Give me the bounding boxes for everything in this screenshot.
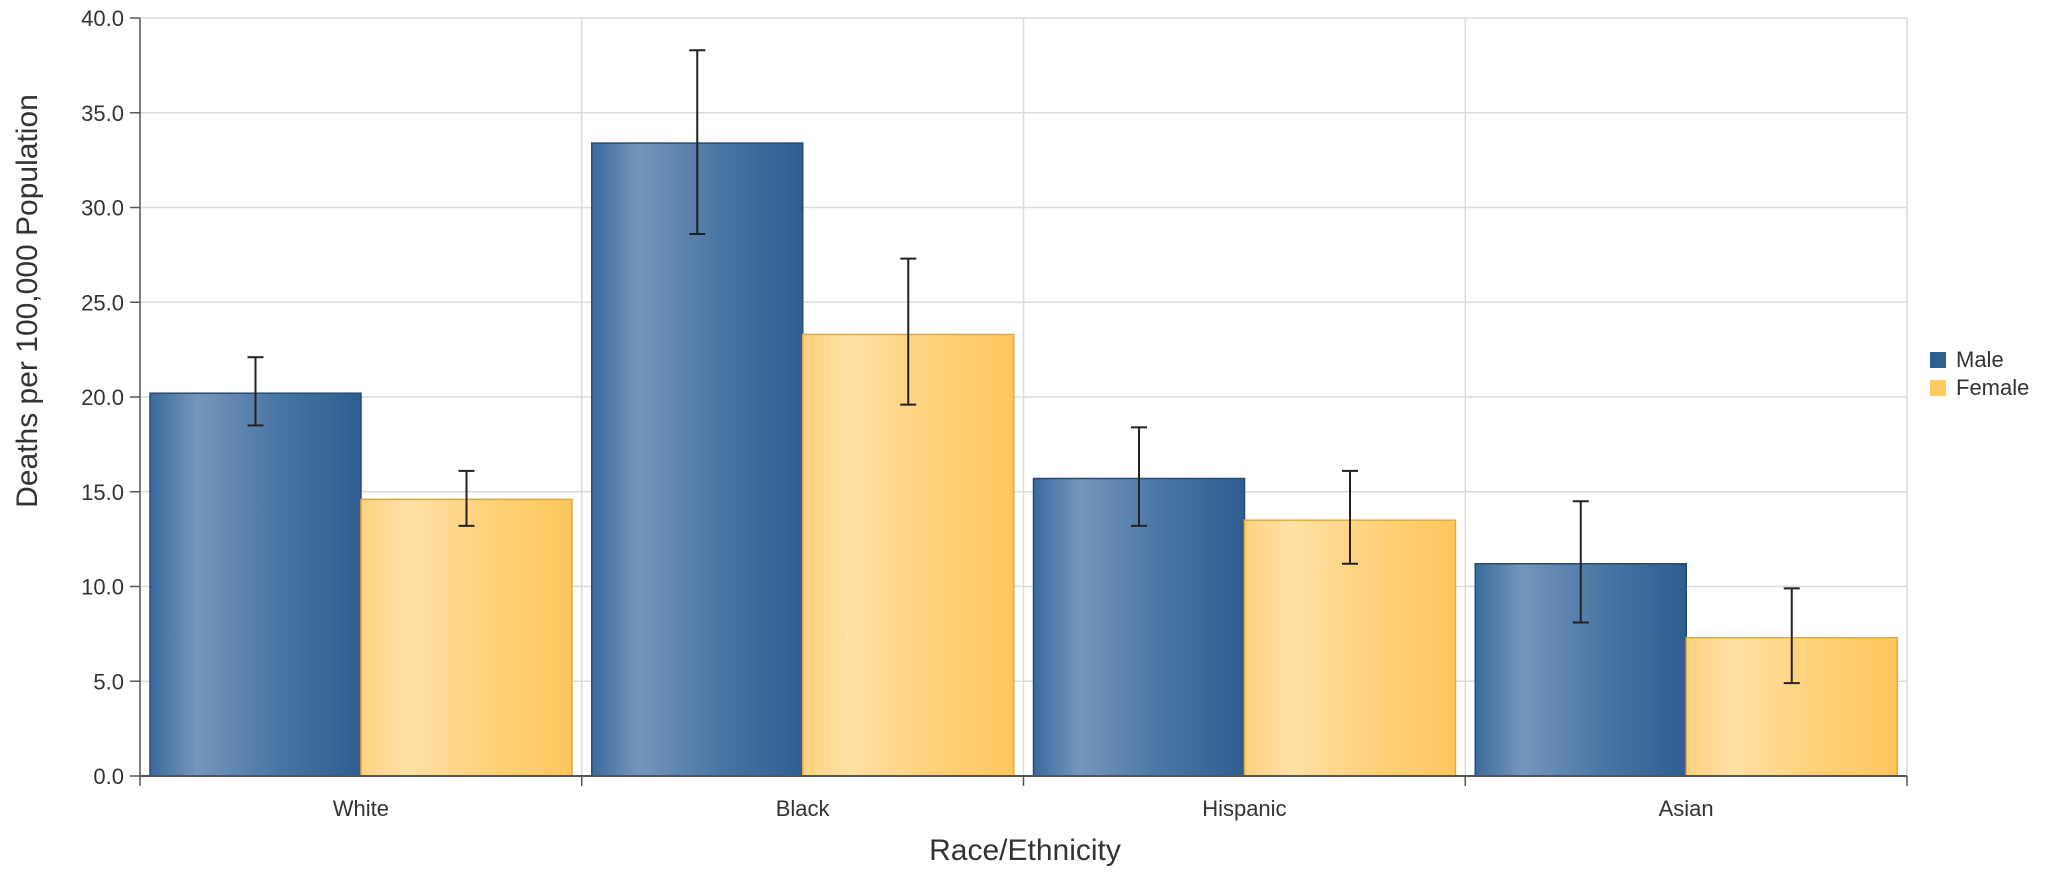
tick-labels: 0.0 5.0 10.0 15.0 20.0 25.0 30.0 35.0 40.0 White B… (81, 6, 1713, 821)
x-tick-label: Black (776, 796, 831, 821)
x-axis-title: Race/Ethnicity (929, 834, 1121, 867)
legend-swatch-male (1930, 352, 1946, 368)
y-tick-label: 5.0 (93, 669, 124, 694)
x-tick-label: White (333, 796, 389, 821)
legend-swatch-female (1930, 380, 1946, 396)
y-tick-label: 40.0 (81, 6, 124, 31)
x-tick-label: Hispanic (1202, 796, 1286, 821)
y-tick-label: 10.0 (81, 575, 124, 600)
x-tick-label: Asian (1659, 796, 1714, 821)
y-axis-title: Deaths per 100,000 Population (11, 94, 44, 508)
legend: Male Female (1930, 347, 2029, 400)
bars (149, 142, 1898, 777)
y-tick-label: 30.0 (81, 196, 124, 221)
y-tick-label: 20.0 (81, 385, 124, 410)
bar-male-white (149, 392, 362, 777)
legend-label-female: Female (1956, 375, 2029, 400)
y-tick-label: 15.0 (81, 480, 124, 505)
y-tick-label: 35.0 (81, 101, 124, 126)
y-tick-label: 0.0 (93, 764, 124, 789)
bar-male-hispanic (1032, 477, 1246, 777)
error-bars (247, 49, 1800, 685)
axes (130, 17, 1908, 786)
bar-female-white (360, 498, 573, 777)
legend-label-male: Male (1956, 347, 2004, 372)
bar-male-black (591, 142, 804, 777)
y-tick-label: 25.0 (81, 290, 124, 315)
